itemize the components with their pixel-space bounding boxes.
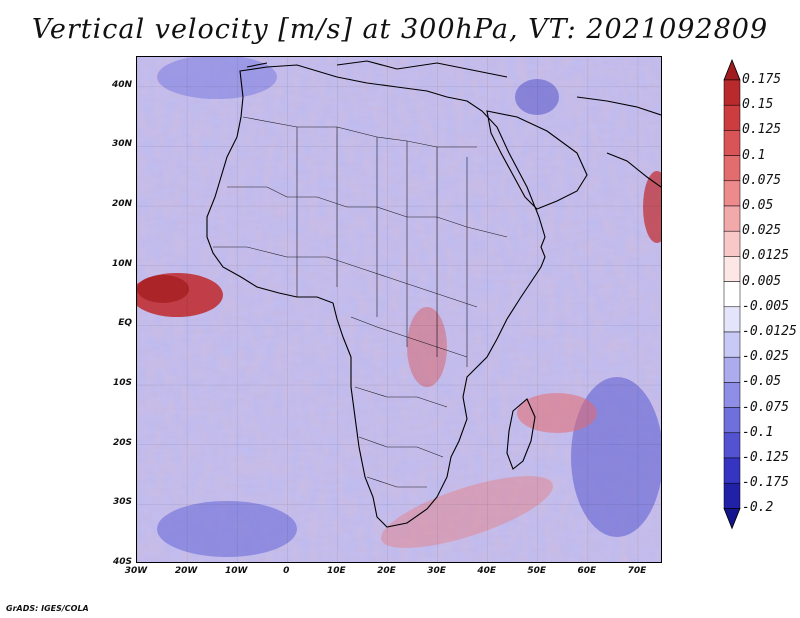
lat-tick-label: 30N xyxy=(111,139,132,150)
colorbar-level-label: 0.0125 xyxy=(742,248,789,264)
lat-tick-label: 40N xyxy=(111,79,132,90)
lon-tick-label: 60E xyxy=(577,566,597,576)
madagascar-coastline xyxy=(506,398,536,470)
coastlines xyxy=(206,60,661,528)
colorbar-level-label: 0.025 xyxy=(742,223,782,239)
colorbar-level-label: 0.175 xyxy=(742,72,782,87)
colorbar-bottom-arrow xyxy=(723,507,741,530)
colorbar-swatch xyxy=(723,382,741,408)
lon-tick-label: 70E xyxy=(627,566,647,576)
colorbar-level-label: -0.05 xyxy=(742,374,782,390)
colorbar-swatch xyxy=(723,256,741,282)
colorbar-level-label: -0.1 xyxy=(742,424,774,440)
europe-coastline xyxy=(246,60,508,78)
updraft-congo-basin xyxy=(407,307,447,387)
colorbar-level-label: -0.175 xyxy=(742,475,789,491)
downdraft-north-atlantic xyxy=(157,57,277,99)
colorbar-level-label: -0.075 xyxy=(742,399,789,415)
south-asia-coastline xyxy=(576,96,661,188)
downdraft-levant xyxy=(515,79,559,115)
lat-tick-label: EQ xyxy=(118,318,132,329)
colorbar-level-label: 0.005 xyxy=(742,273,782,289)
updraft-mozambique xyxy=(517,393,597,433)
lon-tick-label: 40E xyxy=(477,566,496,576)
colorbar-swatch xyxy=(723,130,741,156)
colorbar-swatch xyxy=(723,281,741,308)
updraft-southern-band xyxy=(381,476,553,548)
lat-tick-label: 40S xyxy=(112,557,132,567)
africa-coastline xyxy=(206,64,546,528)
velocity-features xyxy=(137,57,661,557)
colorbar-level-label: -0.025 xyxy=(742,349,789,365)
colorbar-level-label: 0.1 xyxy=(742,147,766,163)
downdraft-south-atlantic xyxy=(157,501,297,557)
chart-title: Vertical velocity [m/s] at 300hPa, VT: 2… xyxy=(31,14,769,45)
colorbar-swatch xyxy=(723,155,741,182)
lon-tick-label: 0 xyxy=(283,566,290,576)
colorbar-top-arrow xyxy=(723,58,741,81)
colorbar-swatch xyxy=(723,104,741,131)
colorbar-level-label: 0.05 xyxy=(742,198,774,213)
country-borders xyxy=(213,116,508,488)
colorbar-swatch xyxy=(723,331,741,358)
lon-tick-label: 20W xyxy=(174,566,198,576)
map-gridlines xyxy=(137,57,661,562)
itcz-updraft-core xyxy=(137,275,189,303)
lat-tick-label: 30S xyxy=(112,497,132,508)
lat-tick-label: 20N xyxy=(111,199,132,210)
lon-tick-label: 10W xyxy=(224,566,248,576)
updraft-india-coast xyxy=(643,171,661,243)
lon-tick-label: 50E xyxy=(527,566,547,576)
colorbar-level-label: 0.15 xyxy=(742,97,774,113)
colorbar-swatches xyxy=(723,58,741,530)
arabia-coastline xyxy=(486,110,588,210)
colorbar-level-label: -0.0125 xyxy=(742,324,797,339)
colorbar-swatch xyxy=(723,180,741,207)
colorbar-level-label: 0.075 xyxy=(742,172,782,188)
colorbar-swatch xyxy=(723,205,741,232)
colorbar-swatch xyxy=(723,407,741,434)
colorbar-level-label: 0.125 xyxy=(742,122,782,138)
lon-tick-label: 10E xyxy=(327,566,346,576)
colorbar xyxy=(723,58,741,530)
lon-tick-label: 30W xyxy=(124,566,148,576)
colorbar-swatch xyxy=(723,356,741,383)
colorbar-swatch xyxy=(723,482,741,509)
lon-tick-label: 20E xyxy=(377,566,396,576)
lat-tick-label: 10S xyxy=(112,378,132,389)
colorbar-level-label: -0.005 xyxy=(742,298,789,314)
grads-credit: GrADS: IGES/COLA xyxy=(6,604,89,613)
map-canvas xyxy=(137,57,661,562)
map-plot[interactable] xyxy=(136,56,662,563)
colorbar-swatch xyxy=(723,79,741,106)
colorbar-swatch xyxy=(723,230,741,257)
colorbar-level-label: -0.2 xyxy=(742,500,774,516)
colorbar-swatch xyxy=(723,432,741,459)
colorbar-swatch xyxy=(723,457,741,484)
lat-tick-label: 10N xyxy=(111,258,132,269)
colorbar-swatch xyxy=(723,306,741,333)
lon-tick-label: 30E xyxy=(427,566,446,576)
lat-tick-label: 20S xyxy=(112,437,132,448)
colorbar-level-label: -0.125 xyxy=(742,450,789,465)
